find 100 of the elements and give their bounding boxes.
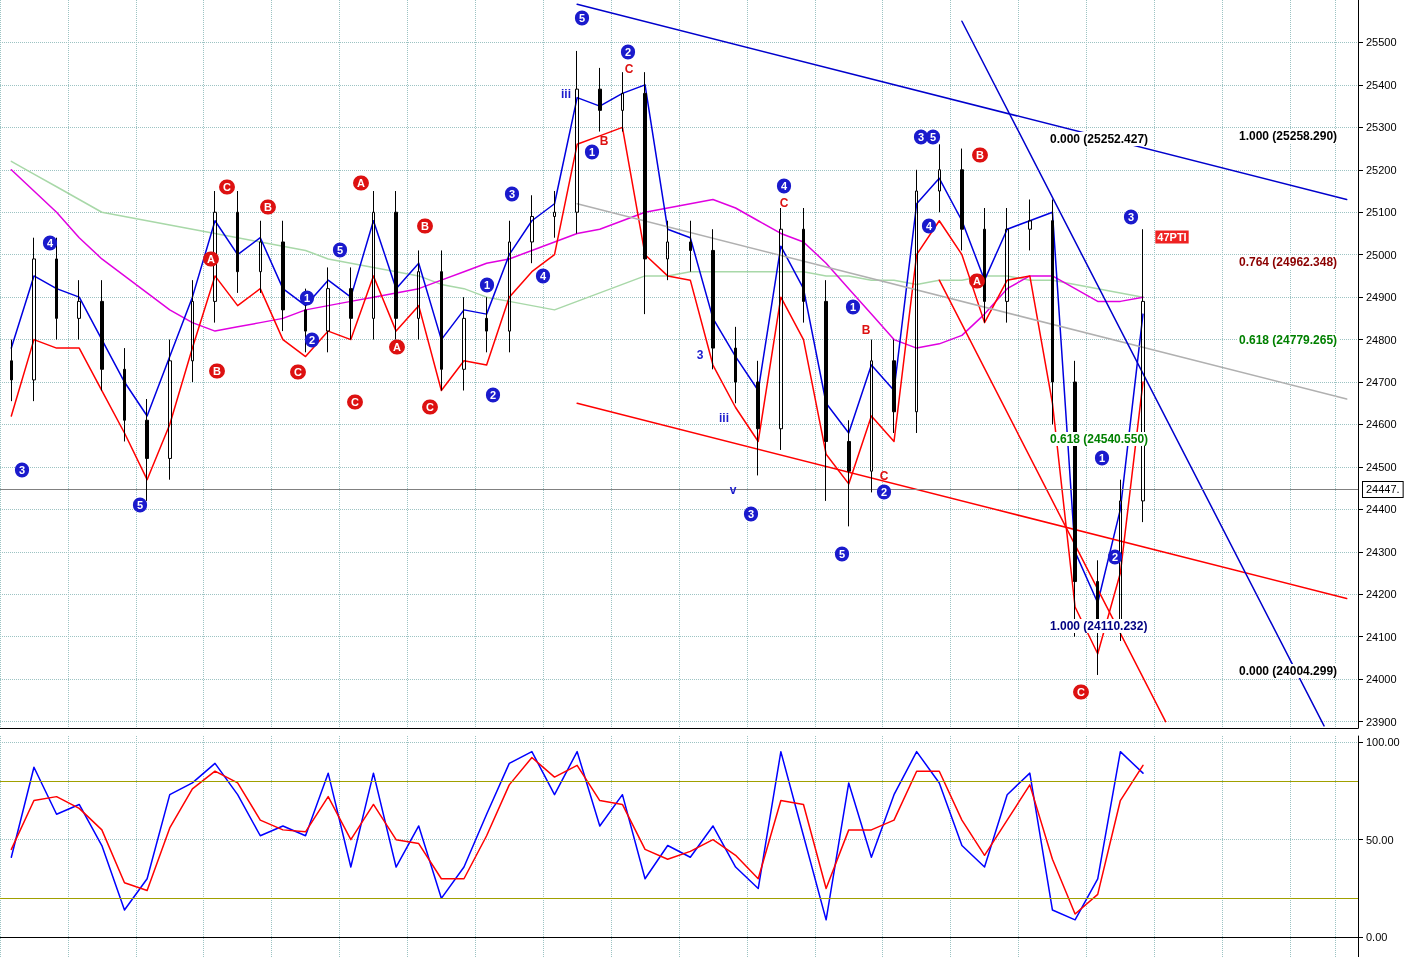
annotation: 1.000 (24110.232) (1050, 619, 1148, 633)
annotation: C (294, 366, 303, 378)
annotation: 5 (336, 244, 344, 256)
annotation: C (426, 401, 435, 413)
candlestick (145, 398, 149, 502)
annotation: 4 (925, 220, 933, 232)
y-tick-label: 25400 (1366, 78, 1397, 91)
annotation: B (213, 365, 222, 377)
annotation: 1 (303, 292, 311, 304)
candlestick (462, 296, 466, 392)
y-tick-label: 0.00 (1366, 931, 1388, 944)
candlestick (440, 249, 443, 392)
annotation: 2 (308, 334, 316, 346)
candlestick (960, 148, 964, 251)
annotation: 5 (929, 131, 937, 143)
candlestick (417, 249, 420, 341)
y-tick-label: 24800 (1366, 333, 1397, 346)
candlestick (372, 190, 375, 341)
y-tick-label: 25300 (1366, 121, 1397, 134)
y-tick-label: 24700 (1366, 376, 1397, 389)
annotation: 3 (696, 348, 704, 362)
y-tick-label: 24200 (1366, 588, 1397, 601)
annotation: C (879, 469, 889, 483)
candlestick (870, 339, 873, 493)
annotation: 1 (483, 279, 491, 291)
candlestick (915, 169, 918, 434)
candlestick (77, 279, 81, 341)
candlestick (824, 279, 828, 502)
annotation: 5 (136, 499, 144, 511)
annotation: A (207, 253, 216, 265)
annotation: C (351, 396, 360, 408)
annotation: B (264, 201, 273, 213)
annotation: 47PTI (1157, 231, 1187, 243)
annotation: iii (718, 411, 730, 425)
annotation: 4 (46, 237, 54, 249)
annotation: 2 (1111, 551, 1119, 563)
annotation: 4 (539, 270, 547, 282)
candlestick (802, 207, 805, 324)
annotation: 1 (588, 146, 596, 158)
candlestick (621, 71, 624, 133)
annotation: B (976, 149, 985, 161)
annotation: 3 (917, 131, 925, 143)
y-tick-label: 50.00 (1366, 833, 1394, 846)
y-tick-label: 25200 (1366, 163, 1397, 176)
candlestick (892, 339, 896, 434)
annotation: 2 (624, 46, 632, 58)
ref-line-label: 24447. (1366, 483, 1400, 496)
annotation: C (223, 181, 232, 193)
annotation: B (861, 323, 871, 337)
annotation: A (357, 177, 366, 189)
annotation: 5 (578, 12, 586, 24)
annotation: A (973, 275, 982, 287)
candlestick (236, 190, 239, 294)
candlestick (281, 220, 285, 332)
annotation: 0.618 (24779.265) (1239, 333, 1338, 347)
annotation: 0.618 (24540.550) (1050, 432, 1149, 446)
candlestick (32, 237, 36, 402)
candlestick (10, 339, 13, 402)
line-series (10, 169, 1144, 349)
candlestick (666, 220, 669, 281)
candlestick (1051, 199, 1054, 425)
annotation: B (421, 220, 430, 232)
candlestick (643, 71, 647, 315)
candlestick (485, 296, 488, 353)
candlestick (123, 347, 126, 442)
candlestick (349, 266, 353, 341)
candlestick (756, 360, 760, 476)
candlestick (983, 207, 986, 324)
y-tick-label: 24100 (1366, 630, 1397, 643)
candlestick (779, 207, 783, 451)
candlestick (847, 419, 851, 527)
annotation: 0.000 (25252.427) (1050, 132, 1149, 146)
y-tick-label: 100.00 (1366, 735, 1400, 748)
line-series (10, 160, 1144, 311)
candlestick (530, 194, 534, 264)
candlestick (689, 220, 692, 273)
y-tick-label: 24000 (1366, 673, 1397, 686)
candlestick (55, 237, 58, 341)
y-tick-label: 23900 (1366, 715, 1397, 728)
candlestick (100, 279, 104, 392)
candlestick (191, 279, 194, 383)
y-tick-label: 24600 (1366, 418, 1397, 431)
candlestick (734, 326, 737, 404)
annotation: 5 (838, 548, 846, 560)
annotation: iii (560, 87, 572, 101)
annotation: 3 (1127, 211, 1135, 223)
candlestick (575, 50, 579, 234)
y-tick-label: 24300 (1366, 545, 1397, 558)
annotation: 0.000 (24004.299) (1239, 664, 1338, 678)
candlestick (326, 266, 330, 353)
candlestick (711, 228, 715, 370)
annotation: A (393, 341, 402, 353)
candlestick (1028, 199, 1032, 251)
annotation: C (624, 62, 634, 76)
candlestick (508, 220, 511, 353)
y-tick-label: 25100 (1366, 206, 1397, 219)
candlestick (598, 67, 602, 133)
annotation: 0.764 (24962.348) (1239, 255, 1338, 269)
annotation: 1.000 (25258.290) (1239, 129, 1338, 143)
annotation: B (599, 134, 609, 148)
